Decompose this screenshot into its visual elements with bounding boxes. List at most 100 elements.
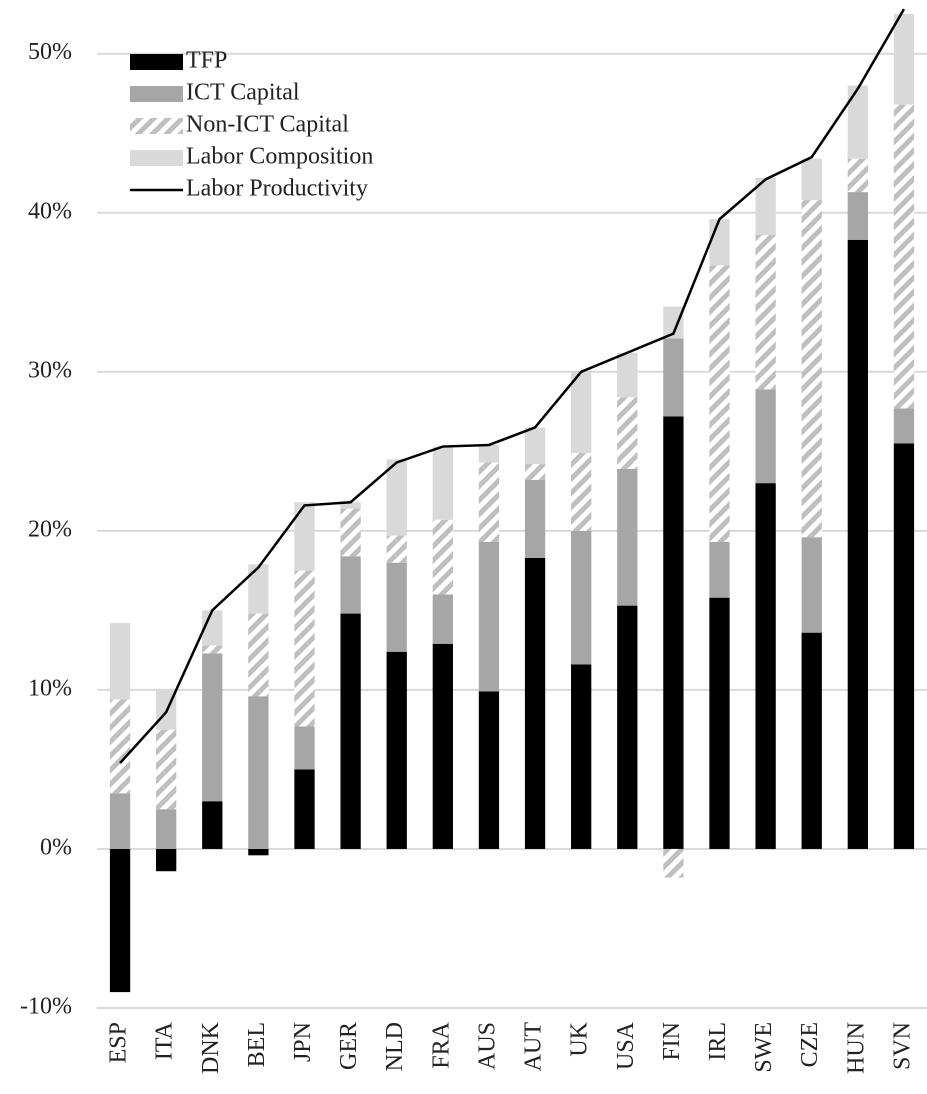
bar-segment bbox=[524, 479, 546, 558]
bar-segment bbox=[386, 562, 407, 652]
bar-segment bbox=[755, 235, 776, 390]
bar-segment bbox=[893, 13, 915, 105]
bar-segment bbox=[571, 664, 592, 849]
x-tick-label: CZE bbox=[797, 1022, 823, 1067]
bar-segment bbox=[478, 541, 500, 692]
bar-segment bbox=[755, 389, 776, 484]
bar-segment bbox=[340, 502, 361, 509]
bar-segment bbox=[109, 793, 131, 849]
bar-segment bbox=[801, 632, 822, 849]
bar-segment bbox=[571, 371, 592, 453]
bar-segment bbox=[893, 443, 915, 849]
bar-segment bbox=[248, 848, 269, 856]
bar-segment bbox=[617, 468, 638, 606]
bar-segment bbox=[109, 848, 131, 993]
legend-label: ICT Capital bbox=[186, 80, 300, 106]
bar-segment bbox=[617, 605, 638, 849]
y-tick-label: 10% bbox=[28, 675, 72, 701]
bar-segment bbox=[340, 613, 361, 849]
bar-segment bbox=[617, 352, 638, 398]
bar-segment bbox=[663, 416, 684, 849]
bar-segment bbox=[478, 444, 500, 463]
legend-label: Labor Productivity bbox=[186, 176, 368, 202]
bar-segment bbox=[801, 200, 822, 538]
bar-segment bbox=[847, 239, 868, 849]
bar-segment bbox=[478, 691, 500, 849]
bar-segment bbox=[248, 613, 269, 697]
bar-segment bbox=[248, 564, 269, 614]
y-tick-label: 0% bbox=[40, 834, 72, 860]
line-series bbox=[119, 8, 906, 764]
y-tick-label: 50% bbox=[28, 39, 72, 65]
bar-segment bbox=[294, 502, 315, 571]
bar-segment bbox=[617, 397, 638, 469]
bar-segment bbox=[709, 541, 730, 598]
bar-segment bbox=[478, 462, 500, 542]
x-tick-label: IRL bbox=[705, 1022, 731, 1061]
legend-label: Non-ICT Capital bbox=[186, 112, 349, 138]
y-tick-label: 20% bbox=[28, 516, 72, 542]
bar-segment bbox=[571, 530, 592, 665]
x-tick-label: BEL bbox=[244, 1022, 270, 1067]
bar-segment bbox=[294, 570, 315, 727]
bar-segment bbox=[524, 427, 546, 465]
bar-segment bbox=[755, 177, 776, 236]
bar-segment bbox=[847, 192, 868, 240]
bar-segment bbox=[202, 653, 223, 802]
legend-swatch bbox=[130, 86, 183, 102]
x-tick-label: AUS bbox=[474, 1022, 500, 1070]
x-tick-label: SWE bbox=[751, 1022, 777, 1073]
x-tick-label: GER bbox=[336, 1022, 362, 1070]
bar-segment bbox=[386, 459, 407, 536]
x-tick-label: FIN bbox=[659, 1022, 685, 1061]
bar-segment bbox=[432, 643, 453, 849]
x-tick-label: ITA bbox=[152, 1021, 178, 1060]
bar-segment bbox=[801, 158, 822, 201]
x-tick-label: FRA bbox=[428, 1021, 454, 1068]
bar-segment bbox=[386, 651, 407, 849]
bar-segment bbox=[202, 645, 223, 654]
bar-segment bbox=[432, 519, 453, 595]
x-tick-label: DNK bbox=[198, 1021, 224, 1074]
bar-segment bbox=[663, 306, 684, 339]
bar-segment bbox=[156, 809, 177, 849]
bar-segment bbox=[663, 848, 684, 878]
bar-segment bbox=[524, 557, 546, 849]
legend-label: TFP bbox=[186, 48, 227, 74]
bar-segment bbox=[248, 696, 269, 849]
bar-segment bbox=[156, 729, 177, 810]
bar-segment bbox=[294, 726, 315, 770]
bar-segment bbox=[893, 104, 915, 409]
x-tick-label: SVN bbox=[889, 1022, 915, 1070]
bar-segment bbox=[524, 464, 546, 480]
x-tick-label: HUN bbox=[843, 1022, 869, 1074]
x-tick-label: AUT bbox=[521, 1022, 547, 1072]
bar-segment bbox=[432, 594, 453, 644]
bar-segment bbox=[571, 452, 592, 531]
legend-swatch bbox=[130, 118, 183, 134]
x-tick-label: ESP bbox=[106, 1022, 132, 1063]
bar-segment bbox=[709, 597, 730, 849]
bar-segment bbox=[432, 446, 453, 520]
bar-segment bbox=[340, 556, 361, 614]
bar-segment bbox=[847, 85, 868, 159]
x-tick-label: USA bbox=[613, 1021, 639, 1070]
legend-swatch bbox=[130, 150, 183, 166]
y-tick-label: 30% bbox=[28, 357, 72, 383]
bar-segment bbox=[755, 483, 776, 849]
bar-segment bbox=[709, 219, 730, 266]
bar-segment bbox=[340, 508, 361, 557]
x-tick-label: UK bbox=[567, 1021, 593, 1056]
x-tick-label: JPN bbox=[290, 1022, 316, 1062]
bar-segment bbox=[202, 801, 223, 849]
bar-segment bbox=[156, 848, 177, 872]
y-tick-label: 40% bbox=[28, 198, 72, 224]
legend-label: Labor Composition bbox=[186, 144, 373, 170]
bar-segment bbox=[847, 158, 868, 193]
legend-swatch bbox=[130, 54, 183, 70]
bar-segment bbox=[294, 769, 315, 849]
bar-segment bbox=[663, 338, 684, 417]
x-tick-label: NLD bbox=[382, 1022, 408, 1071]
bar-segment bbox=[801, 537, 822, 633]
